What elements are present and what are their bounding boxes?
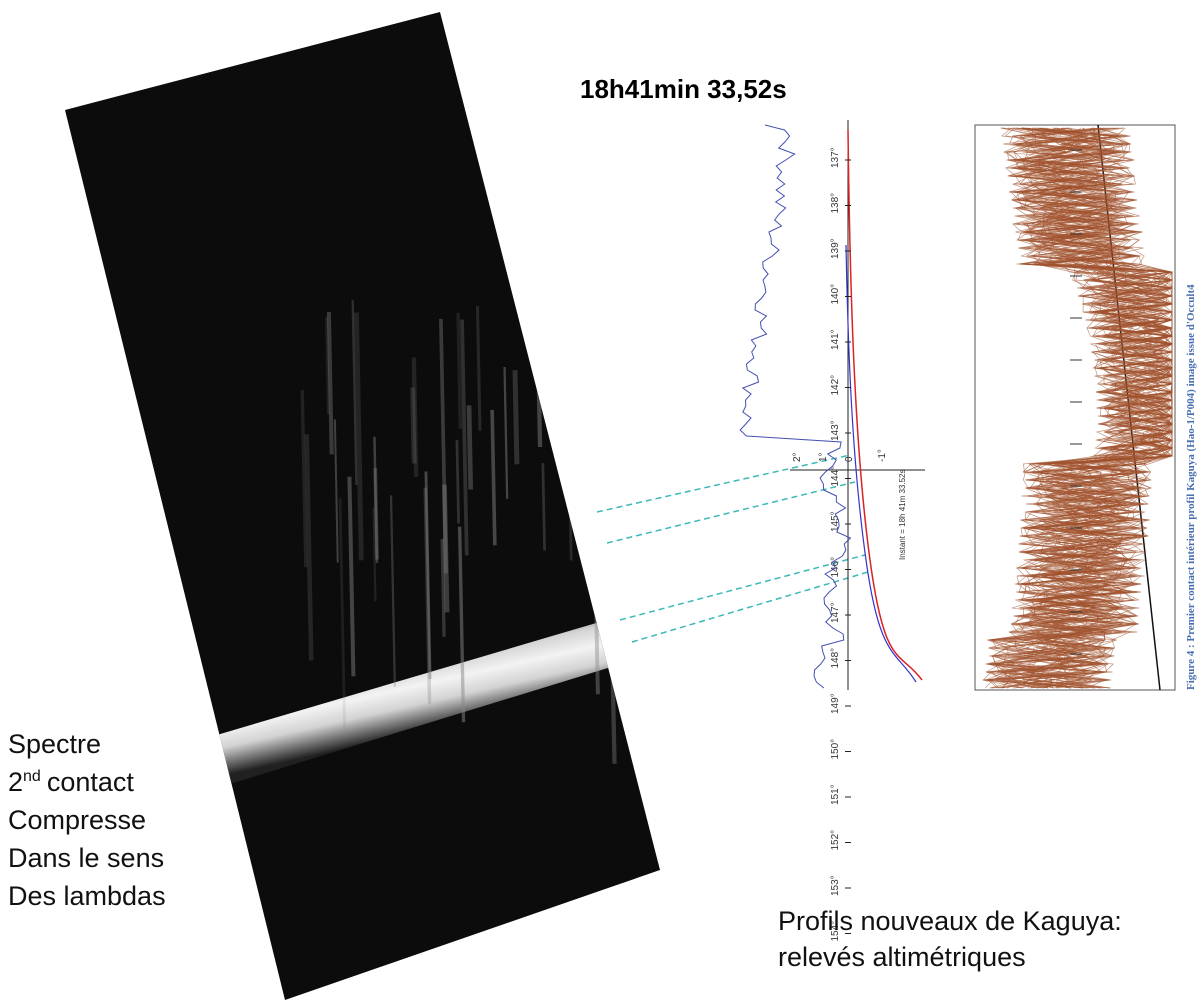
y-tick-label: 152° bbox=[830, 830, 841, 851]
bottom-caption: relevés altimétriques bbox=[778, 942, 1026, 972]
kaguya-profile: Figure 4 : Premier contact intérieur pro… bbox=[974, 124, 1197, 691]
kaguya-texture bbox=[1002, 127, 1174, 689]
spectral-line bbox=[512, 370, 520, 465]
spectral-line bbox=[410, 387, 417, 464]
caption-line: Compresse bbox=[8, 805, 146, 835]
spectral-line bbox=[581, 403, 589, 564]
kaguya-texture bbox=[985, 127, 1173, 689]
spectral-line bbox=[304, 434, 314, 661]
spectral-line bbox=[325, 317, 330, 415]
spectral-line bbox=[615, 414, 624, 649]
caption-line: Des lambdas bbox=[8, 881, 166, 911]
x-tick-label: 0 bbox=[844, 456, 855, 462]
y-tick-label: 154° bbox=[830, 921, 841, 942]
spectral-line bbox=[580, 480, 586, 551]
spectral-line bbox=[326, 311, 334, 455]
y-tick-label: 142° bbox=[830, 375, 841, 396]
spectral-line bbox=[460, 319, 469, 556]
y-tick-label: 147° bbox=[830, 602, 841, 623]
spectral-line bbox=[614, 464, 621, 556]
spectral-line bbox=[347, 476, 356, 677]
x-tick-label: -1° bbox=[877, 449, 888, 462]
y-tick-label: 150° bbox=[830, 739, 841, 760]
title: 18h41min 33,52s bbox=[580, 74, 787, 104]
spectral-line bbox=[442, 484, 450, 613]
spectral-line bbox=[351, 300, 358, 486]
spectral-line bbox=[490, 409, 497, 546]
x-tick-label: 2° bbox=[792, 452, 803, 462]
caption-rest: contact bbox=[47, 767, 135, 797]
spectral-line bbox=[503, 366, 509, 499]
spectral-line bbox=[424, 471, 432, 679]
spectral-line bbox=[411, 357, 419, 477]
y-tick-label: 140° bbox=[830, 284, 841, 305]
y-tick-label: 141° bbox=[830, 329, 841, 350]
spectral-line bbox=[389, 495, 396, 687]
spectral-line bbox=[457, 526, 466, 723]
y-tick-label: 139° bbox=[830, 238, 841, 259]
spectrum-band bbox=[200, 610, 650, 790]
spectral-line bbox=[475, 305, 482, 431]
spectral-line bbox=[373, 467, 379, 560]
spectral-line bbox=[423, 487, 432, 705]
kaguya-texture bbox=[990, 127, 1173, 689]
x-tick-label: 1° bbox=[818, 452, 829, 462]
y-tick-label: 144° bbox=[830, 466, 841, 487]
spectral-line bbox=[466, 405, 474, 490]
kaguya-texture bbox=[988, 127, 1174, 689]
spectral-line bbox=[372, 507, 377, 602]
caption-line: Dans le sens bbox=[8, 843, 164, 873]
kaguya-texture bbox=[991, 127, 1173, 689]
spectral-line bbox=[456, 312, 463, 429]
spectral-line bbox=[455, 440, 460, 524]
spectral-line bbox=[439, 318, 448, 574]
y-tick-label: 149° bbox=[830, 693, 841, 714]
profile-plot: 137°138°139°140°141°142°143°144°145°146°… bbox=[739, 120, 925, 942]
spectrum-caption: Spectre 2nd contact Compresse Dans le sen… bbox=[8, 729, 166, 911]
kaguya-texture bbox=[985, 127, 1173, 689]
y-tick-label: 137° bbox=[830, 147, 841, 168]
instant-label: Instant = 18h 41m 33.52s bbox=[898, 469, 907, 560]
spectral-line bbox=[353, 312, 364, 561]
spectral-line bbox=[338, 498, 347, 738]
connector-lines bbox=[596, 454, 869, 643]
spectral-line bbox=[535, 332, 543, 448]
y-tick-label: 153° bbox=[830, 875, 841, 896]
caption-sup: nd bbox=[23, 768, 41, 785]
limb-curve bbox=[847, 129, 923, 681]
caption-line: 2nd contact bbox=[8, 767, 134, 797]
y-tick-label: 145° bbox=[830, 511, 841, 532]
spectral-line bbox=[373, 436, 379, 563]
spectral-line bbox=[300, 389, 308, 568]
spectral-line bbox=[541, 463, 546, 551]
y-tick-label: 143° bbox=[830, 420, 841, 441]
caption-line: Spectre bbox=[8, 729, 101, 759]
spectral-line bbox=[603, 381, 611, 529]
y-tick-label: 151° bbox=[830, 784, 841, 805]
kaguya-caption: Figure 4 : Premier contact intérieur pro… bbox=[1185, 284, 1197, 690]
spectral-line bbox=[440, 538, 446, 637]
spectral-line bbox=[581, 417, 587, 525]
y-tick-label: 138° bbox=[830, 193, 841, 214]
limb-curve bbox=[845, 244, 917, 683]
spectral-line bbox=[333, 419, 339, 563]
bottom-caption: Profils nouveaux de Kaguya: bbox=[778, 906, 1122, 936]
profile-line bbox=[739, 124, 852, 689]
y-tick-label: 148° bbox=[830, 648, 841, 669]
kaguya-texture bbox=[988, 127, 1173, 689]
caption-number: 2 bbox=[8, 767, 23, 797]
spectrum-image bbox=[65, 12, 660, 1000]
